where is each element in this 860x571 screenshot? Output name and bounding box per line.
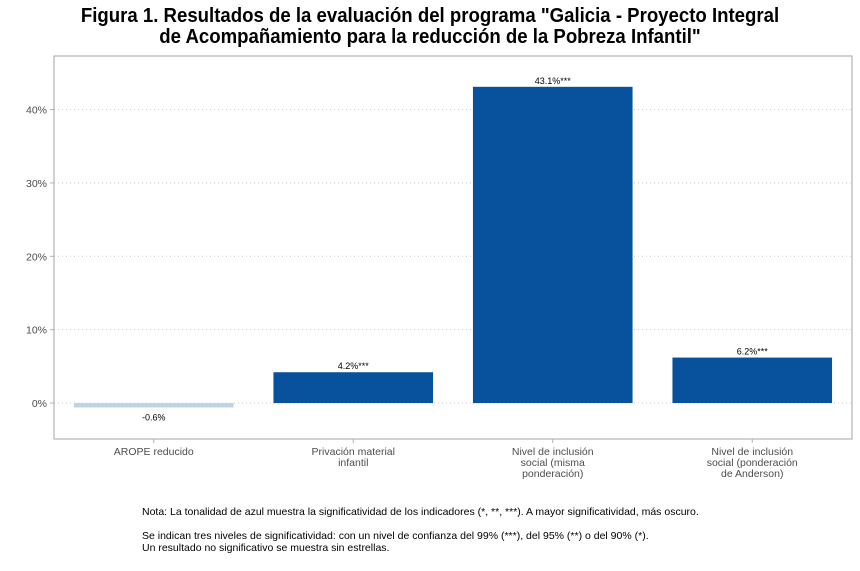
chart-notes: Nota: La tonalidad de azul muestra la si…	[142, 506, 699, 554]
y-tick-label: 20%	[26, 251, 47, 263]
chart-title-line-1: Figura 1. Resultados de la evaluación de…	[80, 5, 780, 27]
panel-border	[53, 55, 853, 440]
bar	[273, 372, 434, 404]
x-tick-label: infantil	[338, 457, 368, 469]
x-tick-label: Nivel de inclusión	[711, 446, 793, 458]
x-tick-label: Nivel de inclusión	[512, 446, 594, 458]
y-tick-label: 30%	[26, 178, 47, 190]
y-tick-label: 40%	[26, 105, 47, 117]
data-label: 43.1%***	[535, 76, 572, 86]
note-line-1: Nota: La tonalidad de azul muestra la si…	[142, 506, 699, 518]
chart-title: Figura 1. Resultados de la evaluación de…	[30, 6, 830, 48]
bar	[472, 86, 633, 404]
x-tick-label: AROPE reducido	[114, 446, 194, 458]
y-tick-label: 0%	[32, 398, 47, 410]
chart-title-line-2: de Acompañamiento para la reducción de l…	[159, 26, 701, 48]
data-label: 6.2%***	[737, 347, 769, 357]
y-tick-label: 10%	[26, 325, 47, 337]
data-label: 4.2%***	[338, 361, 370, 371]
note-line-2: Se indican tres niveles de significativi…	[142, 530, 649, 542]
x-tick-label: Privación material	[312, 446, 395, 458]
bar	[672, 357, 833, 404]
x-tick-label: social (ponderación	[707, 457, 798, 469]
bar-chart: -0.6% 4.2%*** 43.1%*** 6.2%*** 0% 10% 20% 30% 40…	[26, 55, 853, 480]
x-tick-label: social (misma	[521, 457, 585, 469]
x-tick-label: ponderación)	[522, 468, 583, 480]
data-label: -0.6%	[142, 412, 166, 422]
note-line-3: Un resultado no significativo se muestra…	[142, 542, 390, 554]
x-tick-label: de Anderson)	[721, 468, 783, 480]
bar	[73, 403, 234, 408]
